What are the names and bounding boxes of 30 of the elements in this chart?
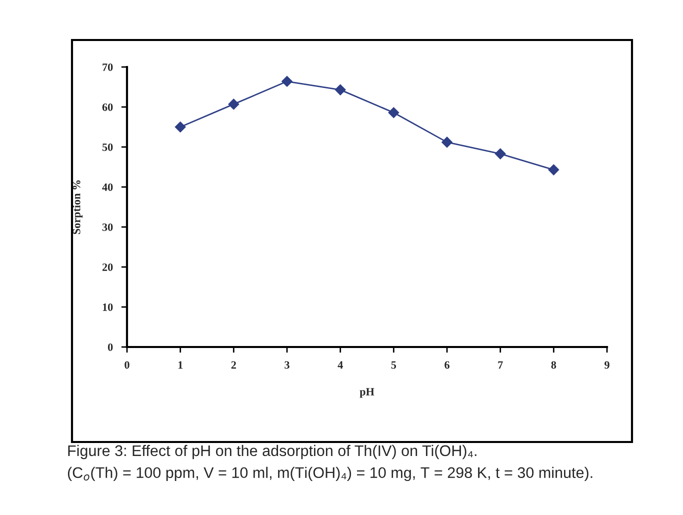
point <box>334 84 346 96</box>
x-axis-title: pH <box>360 388 374 398</box>
y-tick-label: 20 <box>102 263 113 271</box>
y-tick-label: 0 <box>108 343 113 351</box>
x-tick-label: 8 <box>551 361 556 369</box>
x-tick-label: 9 <box>604 361 610 369</box>
x-tick-label: 7 <box>498 361 503 369</box>
x-tick-label: 2 <box>231 361 236 369</box>
y-tick-label: 60 <box>102 103 113 111</box>
y-tick-label: 50 <box>102 143 113 151</box>
point <box>388 107 400 118</box>
point <box>174 122 186 132</box>
point <box>228 98 240 110</box>
point <box>494 148 506 160</box>
y-tick-label: 40 <box>102 183 113 191</box>
x-tick-label: 5 <box>391 361 396 369</box>
x-tick-label: 4 <box>338 361 343 369</box>
y-axis-title: Sorption % <box>72 180 83 234</box>
y-tick-label: 70 <box>102 63 113 71</box>
x-tick-label: 1 <box>178 361 183 369</box>
point <box>282 76 292 87</box>
y-tick-label: 30 <box>102 223 113 231</box>
point <box>442 136 452 148</box>
x-tick-label: 6 <box>444 361 450 369</box>
x-tick-label: 0 <box>124 361 130 369</box>
point <box>548 164 560 176</box>
text: (C$_{o}$(Th) = 100 ppm, V = 10 ml, m(Ti(OH)₄) = 10 mg, T = 298 K, t = 30 minute). <box>68 466 592 482</box>
x-tick-label: 3 <box>284 361 290 369</box>
y-tick-label: 10 <box>102 303 113 311</box>
caption: Figure 3: Effect of pH on the adsorption of Th(IV) on Ti(OH)₄. <box>68 444 476 460</box>
